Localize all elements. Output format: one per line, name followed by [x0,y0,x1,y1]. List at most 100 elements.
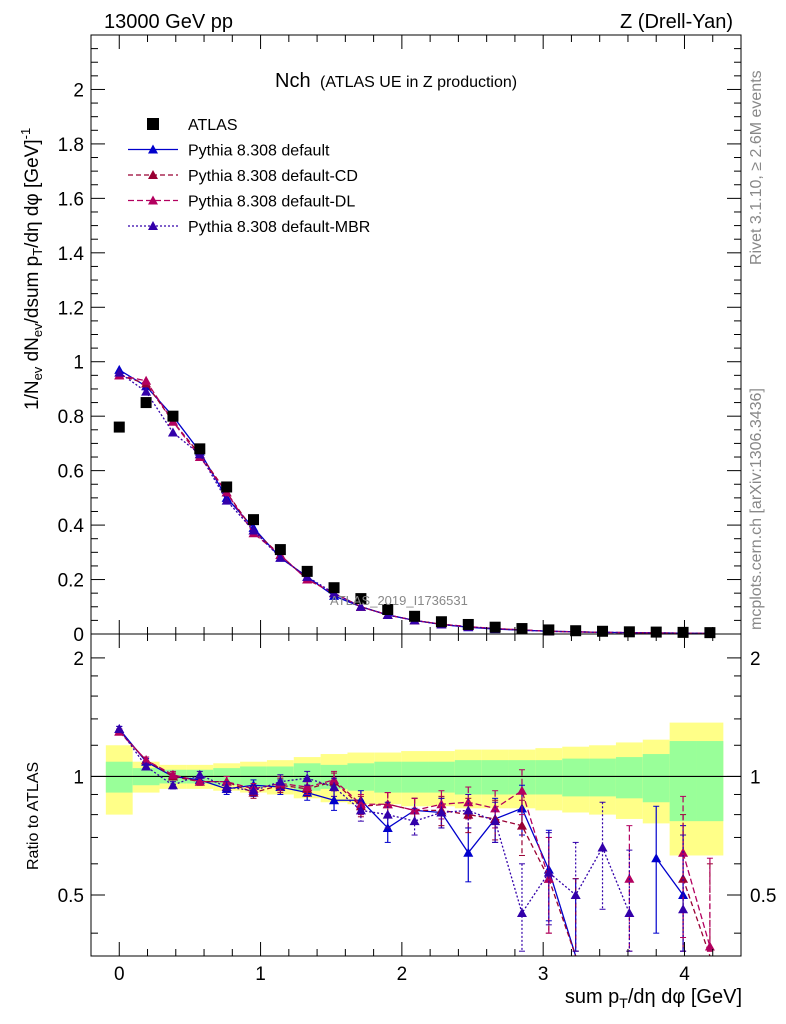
main-ticks: 0 0.2 0.4 0.6 0.8 1 1.2 1.4 1.6 1.8 2 [58,35,742,646]
series-point-ratio [463,805,474,815]
series-point-main [275,552,286,562]
data-point [516,623,528,635]
series-point-ratio [167,780,178,790]
series-point-ratio [302,773,313,783]
ratio-band-green [481,760,509,795]
series-point-ratio [221,782,232,792]
x-tick-label: 0 [114,964,125,985]
series-point-ratio [248,785,259,795]
series-point-ratio [570,889,581,899]
data-point [355,593,367,605]
series-point-ratio [678,904,689,914]
data-point [623,626,635,638]
y-tick-label-main: 0.6 [58,462,84,483]
y-tick-label-main: 1.8 [58,135,84,156]
series-point-ratio [543,867,554,877]
series-point-ratio [355,799,366,809]
plot-subtitle: (ATLAS UE in Z production) [320,74,517,91]
series-point-main [221,495,232,505]
data-point [409,610,421,622]
series-point-main [141,375,152,385]
mcplots-label: mcplots.cern.ch [arXiv:1306.3436] [748,388,765,630]
series-line-main [118,372,710,635]
series-point-ratio [516,785,527,795]
legend-label: Pythia 8.308 default-MBR [188,219,370,236]
series-point-ratio [463,797,474,807]
y-tick-label-ratio: 0.5 [58,886,84,907]
data-point [274,544,286,556]
data-point [543,624,555,636]
x-tick-label: 4 [679,964,690,985]
analysis-watermark: ATLAS_2019_I1736531 [330,593,468,608]
y-tick-label-main: 1 [73,353,84,374]
ratio-band-green [105,761,133,793]
series-point-ratio [355,805,366,815]
y-tick-label-ratio: 1 [73,767,84,788]
series-point-ratio [194,776,205,786]
series-point-ratio [382,809,393,819]
ratio-frame [90,633,742,957]
series-point-main [248,525,259,535]
series-point-main [114,367,125,377]
ratio-band-green [589,758,616,797]
y-tick-label-ratio: 2 [73,649,84,670]
ratio-band-green [615,757,643,799]
legend-marker [148,144,158,154]
data-point [140,397,152,409]
process-label: Z (Drell-Yan) [620,11,733,33]
plot-title: Nch [275,70,311,92]
ratio-band-green [642,754,670,803]
series-point-ratio [678,889,689,899]
series-point-ratio [141,761,152,771]
series-point-ratio [194,769,205,779]
data-point [382,603,394,615]
ratio-band-green [401,761,429,793]
y-axis-label-ratio: Ratio to ATLAS [25,762,42,870]
ratio-band-green [562,758,590,797]
y-tick-label-main: 2 [73,80,84,101]
data-point [328,582,340,594]
y-axis-label-main: 1/Nev dNev/dsum pT/dη dφ [GeV]-1 [18,128,45,410]
series-point-ratio [329,795,340,805]
data-point [435,616,447,628]
y-tick-label-main: 0.2 [58,571,84,592]
rivet-label: Rivet 3.1.10, ≥ 2.6M events [748,70,765,265]
ratio-band-green [428,761,455,793]
data-point [570,625,582,637]
series-point-ratio [490,816,501,826]
series-line-ratio [118,728,577,957]
y-tick-label-main: 1.2 [58,298,84,319]
ratio-band-green [696,741,724,822]
data-point [248,514,259,526]
series-point-ratio [597,842,608,852]
data-point [462,618,474,630]
ratio-ticks: 0 1 2 3 4 0.5 0.5 1 1 2 2 [58,634,776,985]
series-point-ratio [624,908,635,918]
series-point-ratio [516,908,527,918]
series-point-ratio [436,807,447,817]
data-point [301,565,313,577]
series-line-ratio [655,857,684,896]
series-point-ratio [409,816,420,826]
series-point-ratio [704,941,715,951]
y-tick-label-main: 0 [73,625,84,646]
legend-marker [148,195,158,205]
y-tick-label-ratio-right: 2 [750,649,761,670]
legend-marker [148,221,158,230]
energy-label: 13000 GeV pp [104,11,233,33]
y-tick-label-ratio-right: 1 [750,767,761,788]
ratio-panel: 0 1 2 3 4 0.5 0.5 1 1 2 2 [58,633,776,985]
series-line-ratio [118,728,630,915]
ratio-marks [114,723,715,957]
series-point-main [167,427,178,437]
series-point-ratio [329,782,340,792]
series-point-ratio [516,820,527,830]
ratio-bands [91,722,741,856]
series-point-ratio [463,847,474,857]
ratio-band-green [374,761,402,793]
x-axis-label: sum pT/dη dφ [GeV] [565,986,742,1011]
svg-text:1/Nev dNev/dsum pT/dη dφ [GeV]: 1/Nev dNev/dsum pT/dη dφ [GeV]-1 [18,128,45,410]
y-tick-label-main: 1.4 [58,244,85,265]
data-point [597,625,609,637]
